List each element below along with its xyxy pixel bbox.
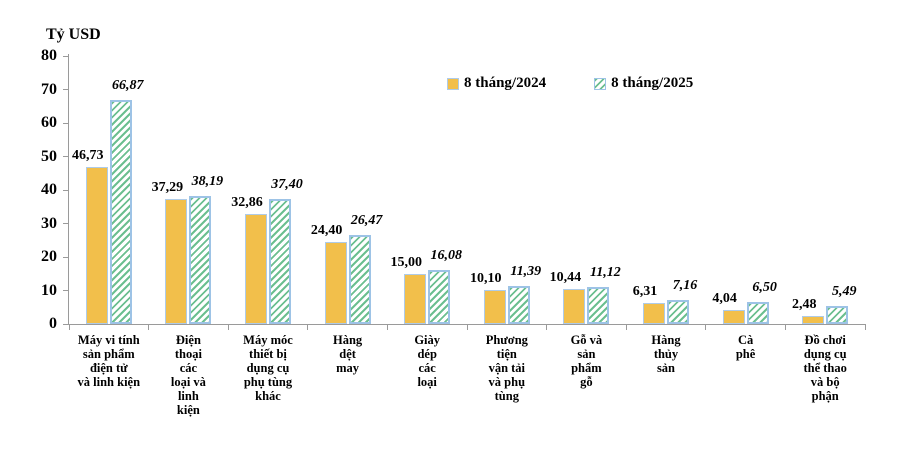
bar-2024 bbox=[85, 167, 108, 324]
bar-2024 bbox=[722, 310, 745, 324]
value-label-2024: 10,10 bbox=[470, 271, 502, 287]
category-label: Phương tiện vận tải và phụ tùng bbox=[485, 333, 528, 403]
y-tick-mark bbox=[63, 156, 68, 157]
bar-2024 bbox=[643, 302, 665, 324]
x-tick-mark bbox=[625, 325, 627, 330]
value-label-2024: 4,04 bbox=[712, 291, 737, 307]
x-tick-mark bbox=[466, 325, 468, 330]
bar-2024 bbox=[483, 290, 506, 324]
y-tick-label: 20 bbox=[41, 248, 57, 265]
bar-2025 bbox=[507, 285, 530, 324]
x-tick-mark bbox=[227, 325, 229, 330]
bar-2024 bbox=[404, 273, 427, 324]
y-tick-mark bbox=[63, 89, 68, 90]
category-label: Điện thoại các loại và linh kiện bbox=[170, 333, 206, 417]
value-label-2024: 2,48 bbox=[791, 296, 817, 312]
value-label-2025: 26,47 bbox=[350, 213, 383, 229]
bar-2025 bbox=[826, 305, 849, 324]
value-label-2025: 6,50 bbox=[752, 280, 777, 296]
category-label: Máy vi tính sản phẩm điện tử và linh kiệ… bbox=[77, 333, 141, 389]
bar-2025 bbox=[667, 300, 689, 324]
legend-item-2024: 8 tháng/2024 bbox=[447, 76, 546, 91]
bar-2025 bbox=[269, 198, 291, 324]
bar-2024 bbox=[563, 289, 586, 324]
bar-2024 bbox=[802, 315, 825, 324]
x-tick-mark bbox=[546, 325, 548, 330]
value-label-2024: 15,00 bbox=[390, 254, 422, 270]
value-label-2025: 11,39 bbox=[510, 263, 542, 279]
legend-label-2025: 8 tháng/2025 bbox=[611, 75, 694, 91]
y-tick-label: 10 bbox=[41, 281, 57, 299]
bar-2024 bbox=[245, 213, 267, 324]
value-label-2024: 10,44 bbox=[549, 270, 582, 286]
category-label: Hàng dệt may bbox=[333, 333, 363, 375]
y-axis-line bbox=[68, 54, 69, 325]
value-label-2024: 37,29 bbox=[151, 180, 184, 196]
x-tick-mark bbox=[864, 325, 866, 330]
y-tick-mark bbox=[63, 223, 68, 224]
y-axis-unit-label: Tỷ USD bbox=[46, 26, 101, 43]
category-label: Đồ chơi dụng cụ thể thao và bộ phận bbox=[803, 333, 847, 403]
x-tick-mark bbox=[148, 325, 150, 330]
category-label: Máy móc thiết bị dụng cụ phụ tùng khác bbox=[243, 333, 293, 403]
y-tick-label: 80 bbox=[41, 47, 57, 64]
bar-2024 bbox=[324, 242, 347, 324]
bar-2025 bbox=[587, 286, 610, 324]
value-label-2024: 46,73 bbox=[72, 148, 104, 164]
y-tick-label: 50 bbox=[41, 147, 57, 165]
y-tick-mark bbox=[63, 55, 68, 57]
category-label: Gỗ và sản phẩm gỗ bbox=[570, 333, 603, 389]
y-tick-mark bbox=[63, 122, 68, 124]
value-label-2025: 5,49 bbox=[831, 283, 857, 299]
bar-2024 bbox=[165, 199, 188, 324]
y-tick-mark bbox=[63, 323, 68, 325]
x-tick-mark bbox=[784, 325, 786, 330]
chart-legend: 8 tháng/2024 8 tháng/2025 bbox=[447, 76, 693, 91]
value-label-2024: 24,40 bbox=[310, 223, 343, 239]
bar-2025 bbox=[348, 235, 371, 324]
category-label: Cà phê bbox=[735, 333, 756, 361]
y-tick-label: 40 bbox=[41, 181, 57, 198]
y-tick-mark bbox=[63, 290, 68, 291]
value-label-2025: 16,08 bbox=[430, 248, 462, 264]
legend-label-2024: 8 tháng/2024 bbox=[464, 75, 547, 91]
y-tick-label: 30 bbox=[41, 214, 57, 232]
x-tick-mark bbox=[307, 325, 309, 330]
value-label-2025: 37,40 bbox=[271, 176, 303, 192]
x-tick-mark bbox=[705, 325, 707, 330]
bar-2025 bbox=[109, 99, 132, 324]
x-tick-mark bbox=[68, 325, 70, 330]
bar-2025 bbox=[189, 196, 212, 324]
y-tick-mark bbox=[63, 189, 68, 191]
y-tick-mark bbox=[63, 256, 68, 258]
category-label: Giày dép các loại bbox=[414, 333, 441, 389]
category-label: Hàng thủy sản bbox=[651, 333, 681, 375]
bar-2025 bbox=[428, 270, 451, 324]
legend-item-2025: 8 tháng/2025 bbox=[594, 76, 693, 91]
legend-marker-2024 bbox=[447, 77, 459, 90]
value-label-2024: 32,86 bbox=[231, 194, 263, 210]
legend-marker-2025 bbox=[594, 77, 607, 90]
value-label-2025: 66,87 bbox=[112, 77, 144, 93]
x-axis-line bbox=[68, 324, 866, 325]
y-tick-label: 60 bbox=[41, 114, 57, 131]
bar-2025 bbox=[746, 302, 769, 324]
y-tick-label: 0 bbox=[49, 315, 57, 332]
value-label-2025: 7,16 bbox=[672, 278, 698, 293]
y-tick-label: 70 bbox=[41, 80, 57, 98]
value-label-2025: 38,19 bbox=[191, 174, 224, 190]
x-tick-mark bbox=[386, 325, 388, 330]
value-label-2024: 6,31 bbox=[632, 283, 658, 299]
value-label-2025: 11,12 bbox=[590, 264, 621, 280]
